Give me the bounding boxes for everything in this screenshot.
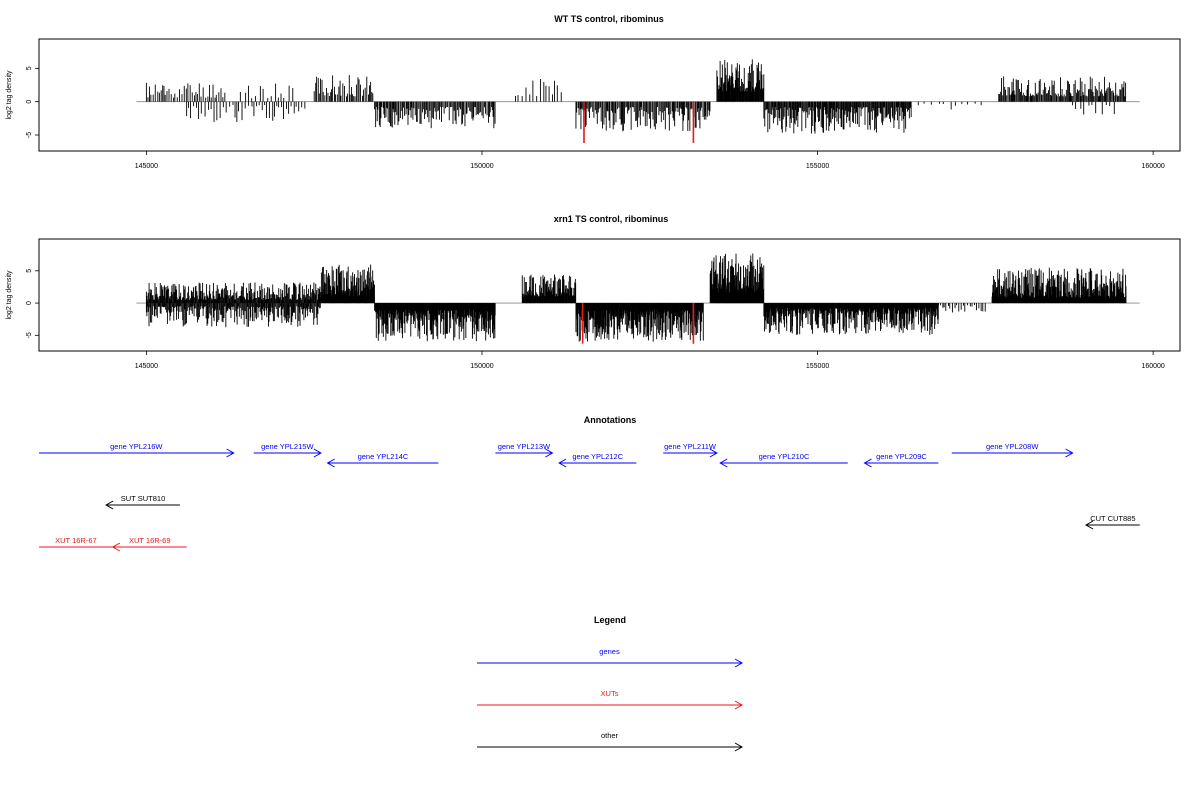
legend-label: other: [601, 731, 619, 740]
x-tick-label: 150000: [470, 163, 493, 170]
feature-label: SUT SUT810: [121, 494, 165, 503]
legend: Legend genes XUTs other: [477, 615, 744, 752]
feature-label: gene YPL213W: [498, 442, 551, 451]
legend-entry: other: [477, 731, 744, 752]
feature-label: gene YPL211W: [664, 442, 717, 451]
feature-label: gene YPL209C: [876, 452, 927, 461]
annotation-features: gene YPL216W gene YPL215W gene YPL214C gene…: [39, 442, 1140, 552]
panel-wt: WT TS control, ribominus log2 tag densit…: [6, 14, 1181, 170]
annotations-track: Annotations gene YPL216W gene YPL215Wgene…: [39, 415, 1140, 552]
panel-wt-title: WT TS control, ribominus: [554, 14, 664, 24]
legend-arrowhead: [734, 742, 744, 752]
arrowhead-right: [1065, 448, 1074, 458]
y-tick-label: 5: [26, 269, 33, 273]
annotation-feature: gene YPL208W: [951, 442, 1074, 458]
legend-entries: genes XUTs other: [477, 647, 744, 752]
feature-label: CUT CUT885: [1090, 514, 1135, 523]
arrowhead-left: [105, 500, 114, 510]
panel-xrn1-ylabel: log2 tag density: [6, 270, 13, 320]
annotation-feature: gene YPL209C: [863, 452, 939, 468]
feature-label: gene YPL215W: [261, 442, 314, 451]
feature-label: gene YPL212C: [572, 452, 623, 461]
annotation-feature: gene YPL215W: [253, 442, 322, 458]
panel-xrn1-axes: 145000 150000 155000 160000 -5 0 5: [26, 269, 1165, 370]
x-tick-label: 150000: [470, 363, 493, 370]
y-tick-label: 0: [26, 100, 33, 104]
arrowhead-right: [709, 448, 718, 458]
feature-label: gene YPL216W: [110, 442, 163, 451]
legend-arrowhead: [734, 658, 744, 668]
panel-wt-axes: 145000 150000 155000 160000 -5 0 5: [26, 66, 1165, 170]
x-tick-label: 155000: [806, 363, 829, 370]
legend-title: Legend: [594, 615, 626, 625]
feature-label: gene YPL208W: [986, 442, 1039, 451]
x-tick-label: 155000: [806, 163, 829, 170]
annotation-feature: XUT 16R-69: [111, 536, 187, 552]
panel-wt-frame: [38, 38, 1181, 152]
arrowhead-left: [863, 458, 872, 468]
arrowhead-right: [313, 448, 322, 458]
annotation-feature: gene YPL216W: [39, 442, 235, 458]
y-tick-label: 0: [26, 301, 33, 305]
feature-label: gene YPL210C: [759, 452, 810, 461]
panel-wt-ylabel: log2 tag density: [6, 70, 13, 120]
x-tick-label: 145000: [135, 163, 158, 170]
feature-label: XUT 16R-67: [55, 536, 97, 545]
panel-wt-bars: [136, 59, 1140, 143]
panel-xrn1-bars: [136, 253, 1140, 344]
y-tick-label: -5: [26, 332, 33, 338]
legend-label: genes: [599, 647, 620, 656]
annotation-feature: gene YPL212C: [558, 452, 637, 468]
annotation-feature: XUT 16R-67: [39, 536, 113, 548]
legend-label: XUTs: [601, 689, 619, 698]
arrowhead-left: [1085, 520, 1094, 530]
feature-label: gene YPL214C: [358, 452, 409, 461]
x-tick-label: 160000: [1141, 163, 1164, 170]
panel-xrn1: xrn1 TS control, ribominus log2 tag dens…: [6, 214, 1181, 370]
annotation-feature: gene YPL213W: [495, 442, 554, 458]
y-tick-label: -5: [26, 132, 33, 138]
legend-entry: genes: [477, 647, 744, 668]
x-tick-label: 160000: [1141, 363, 1164, 370]
annotation-feature: gene YPL210C: [719, 452, 848, 468]
annotation-feature: gene YPL214C: [326, 452, 439, 468]
legend-arrowhead: [734, 700, 744, 710]
feature-label: XUT 16R-69: [129, 536, 171, 545]
annotation-feature: CUT CUT885: [1085, 514, 1140, 530]
annotation-feature: SUT SUT810: [105, 494, 180, 510]
arrowhead-right: [226, 448, 235, 458]
panel-xrn1-frame: [38, 238, 1181, 352]
x-tick-label: 145000: [135, 363, 158, 370]
legend-entry: XUTs: [477, 689, 744, 710]
arrowhead-right: [545, 448, 554, 458]
arrowhead-left: [558, 458, 567, 468]
panel-xrn1-title: xrn1 TS control, ribominus: [554, 214, 669, 224]
arrowhead-left: [111, 542, 121, 552]
arrowhead-left: [719, 458, 728, 468]
annotation-feature: gene YPL211W: [663, 442, 718, 458]
y-tick-label: 5: [26, 66, 33, 70]
arrowhead-left: [326, 458, 335, 468]
annotations-title: Annotations: [584, 415, 637, 425]
